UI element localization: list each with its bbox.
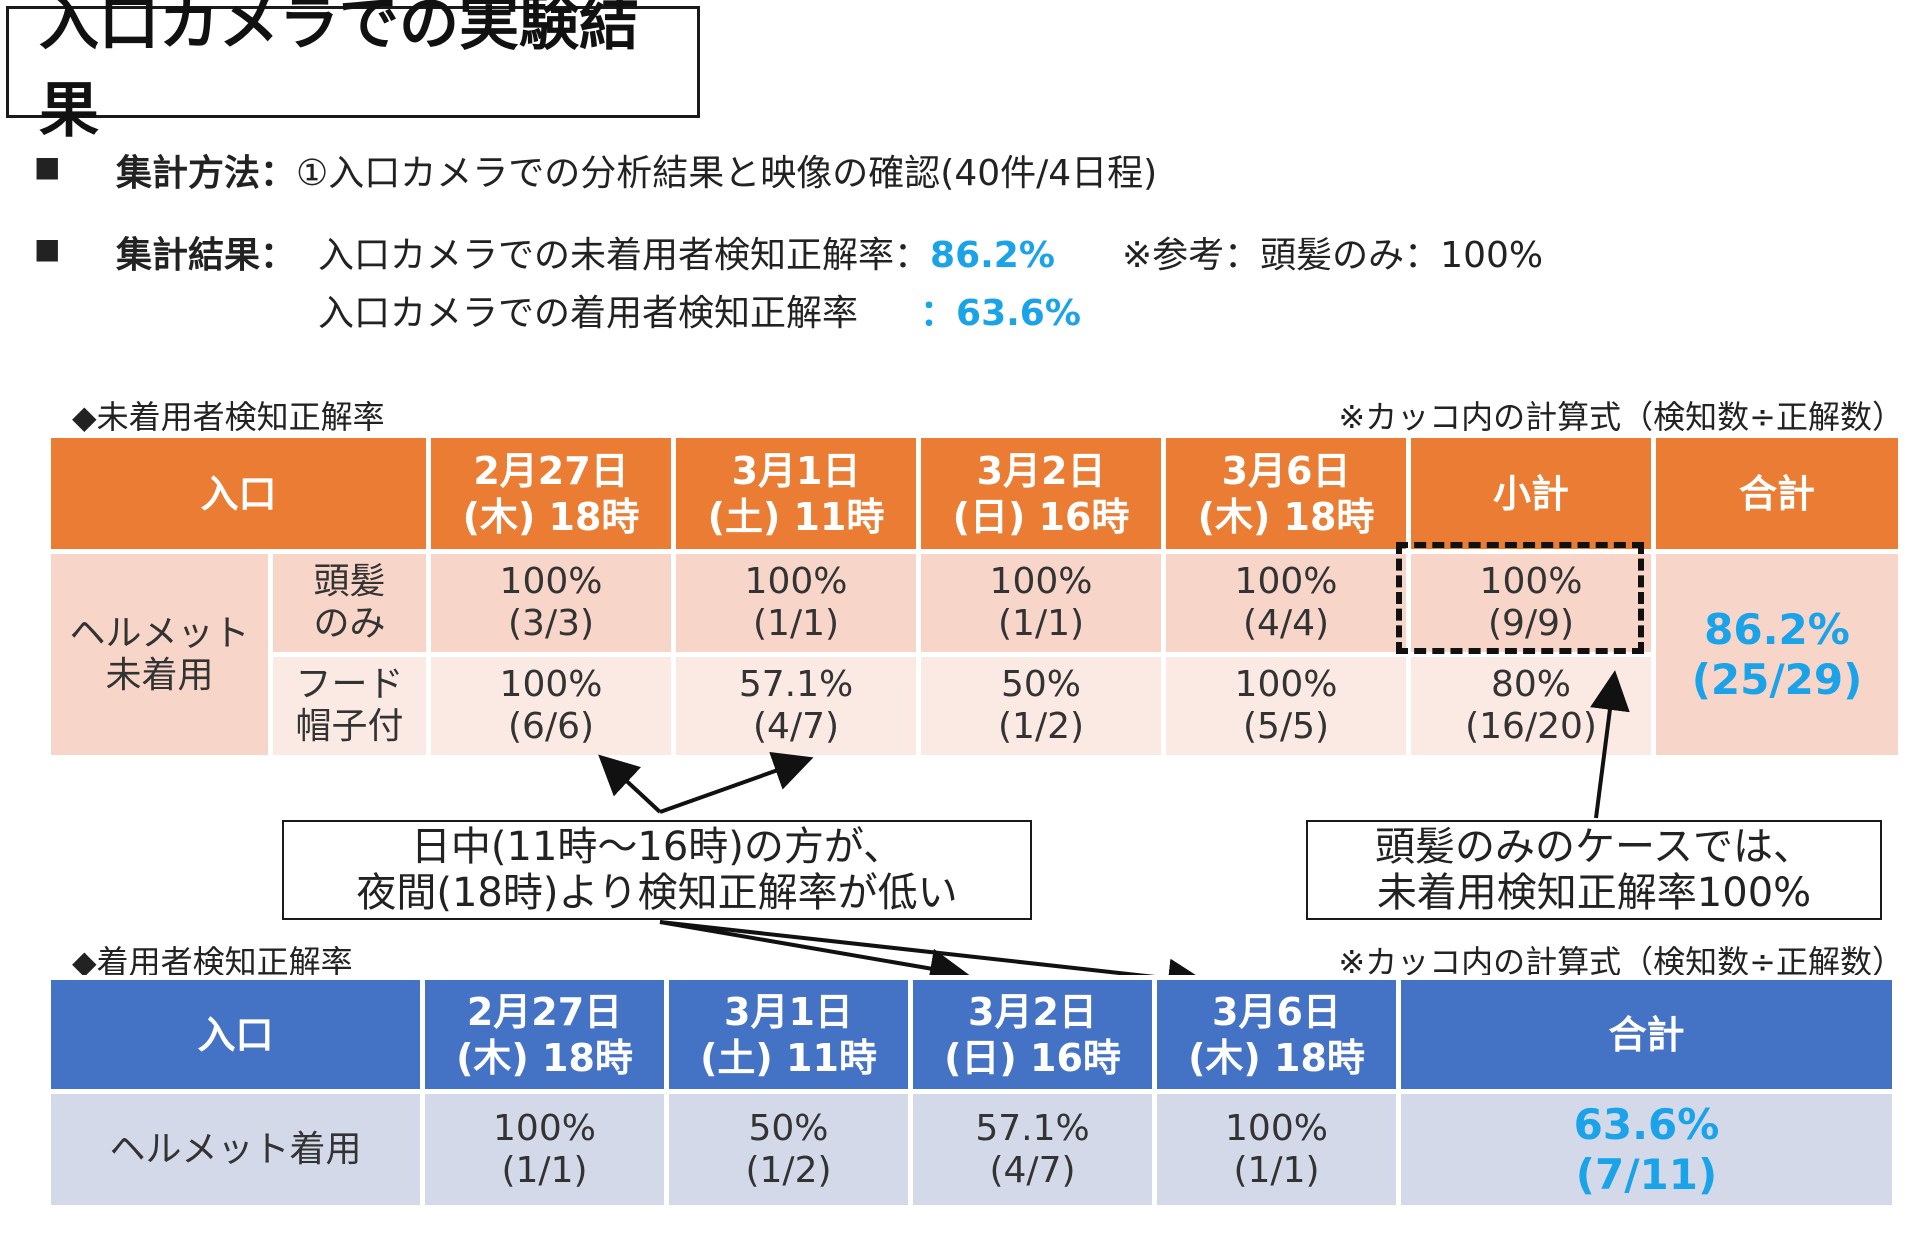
table1-note: ※カッコ内の計算式（検知数÷正解数） <box>1338 398 1904 436</box>
table-cell: 100% (3/3) <box>426 549 677 657</box>
result-line-2: 入口カメラでの着用者検知正解率 <box>318 284 858 336</box>
result-line1-value: 86.2% <box>930 235 1055 276</box>
table-cell: 100% (1/1) <box>671 549 922 657</box>
table-cell: 50% (1/2) <box>664 1089 913 1210</box>
table-cell: 57.1% (4/7) <box>671 652 922 760</box>
arrow-to-subtotal <box>1590 670 1630 819</box>
header-date-2: 3月2日 (日) 16時 <box>908 975 1157 1094</box>
result-label: 集計結果： <box>116 235 297 276</box>
header-entrance: 入口 <box>45 433 432 554</box>
arrow-to-mar6-worn <box>659 920 1208 999</box>
method-label: 集計方法： <box>116 153 297 194</box>
table-unworn-detection: 入口 2月27日 (木) 18時 3月1日 (土) 11時 3月2日 (日) 16時 … <box>45 433 1904 760</box>
table-cell: 100% (1/1) <box>1152 1089 1401 1210</box>
method-text: ①入口カメラでの分析結果と映像の確認(40件/4日程) <box>296 153 1158 194</box>
row-label-helmet-worn: ヘルメット着用 <box>46 1089 425 1210</box>
arrow-to-mar2-unworn <box>659 751 814 814</box>
header-date-3: 3月6日 (木) 18時 <box>1161 433 1412 554</box>
arrow-to-mar2-worn <box>659 920 970 989</box>
highlight-dashed-box <box>1396 542 1644 654</box>
row-label-hood: フード 帽子付 <box>267 652 432 760</box>
bullet-method: ■ <box>34 150 61 183</box>
result-line2-text: 入口カメラでの着用者検知正解率 <box>318 293 859 334</box>
result-line2-value-wrap: ：63.6% <box>920 293 1081 334</box>
bullet-result: ■ <box>34 232 61 265</box>
callout-daytime: 日中(11時～16時)の方が、 夜間(18時)より検知正解率が低い <box>282 820 1032 920</box>
header-entrance: 入口 <box>46 975 425 1094</box>
table-cell: 100% (6/6) <box>426 652 677 760</box>
header-date-1: 3月1日 (土) 11時 <box>671 433 922 554</box>
table2-note: ※カッコ内の計算式（検知数÷正解数） <box>1338 943 1904 981</box>
table-cell: 100% (1/1) <box>916 549 1167 657</box>
header-date-1: 3月1日 (土) 11時 <box>664 975 913 1094</box>
header-total: 合計 <box>1396 975 1897 1094</box>
header-subtotal: 小計 <box>1406 433 1657 554</box>
total-cell-unworn: 86.2% (25/29) <box>1651 549 1904 760</box>
row-label-hair: 頭髪 のみ <box>267 549 432 657</box>
total-cell-worn: 63.6% (7/11) <box>1396 1089 1897 1210</box>
result-line1-text: 入口カメラでの未着用者検知正解率： <box>318 235 931 276</box>
table-cell: 100% (1/1) <box>420 1089 669 1210</box>
header-date-0: 2月27日 (木) 18時 <box>426 433 677 554</box>
table-cell: 57.1% (4/7) <box>908 1089 1157 1210</box>
table-worn-detection: 入口 2月27日 (木) 18時 3月1日 (土) 11時 3月2日 (日) 16時 … <box>46 975 1897 1210</box>
group-label: ヘルメット 未着用 <box>46 549 273 760</box>
subtotal-cell-hair: 100% (9/9) <box>1406 549 1657 657</box>
header-date-2: 3月2日 (日) 16時 <box>916 433 1167 554</box>
result-line-1: 入口カメラでの未着用者検知正解率：86.2% <box>318 226 1055 278</box>
result-line1-note: ※参考：頭髪のみ：100% <box>1122 235 1544 276</box>
table-cell: 100% (5/5) <box>1161 652 1412 760</box>
result-line2-value: 63.6% <box>956 293 1081 334</box>
arrow-to-mar1-unworn <box>598 754 662 814</box>
header-total: 合計 <box>1651 433 1904 554</box>
callout-hair-only: 頭髪のみのケースでは、 未着用検知正解率100% <box>1306 820 1882 920</box>
table1-heading: ◆未着用者検知正解率 <box>72 398 385 436</box>
table2-heading: ◆着用者検知正解率 <box>72 943 353 981</box>
header-date-0: 2月27日 (木) 18時 <box>420 975 669 1094</box>
table-cell: 100% (4/4) <box>1161 549 1412 657</box>
table-cell: 50% (1/2) <box>916 652 1167 760</box>
method-line: 集計方法：①入口カメラでの分析結果と映像の確認(40件/4日程) <box>116 144 1157 196</box>
header-date-3: 3月6日 (木) 18時 <box>1152 975 1401 1094</box>
